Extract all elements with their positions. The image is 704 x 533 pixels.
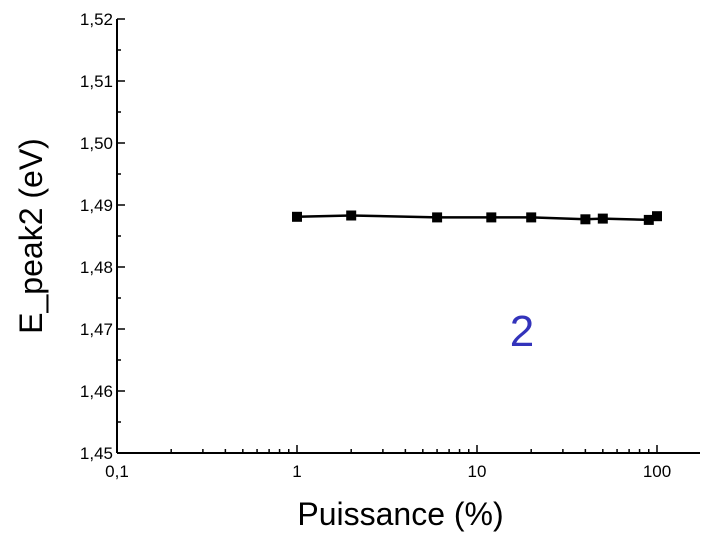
- data-point: [486, 212, 497, 223]
- data-point: [526, 212, 537, 223]
- y-axis-title: E_peak2 (eV): [13, 138, 49, 334]
- y-tick-label: 1,48: [80, 258, 113, 277]
- x-tick-label: 100: [643, 462, 671, 481]
- data-point: [432, 212, 443, 223]
- data-point: [652, 211, 662, 222]
- x-tick-label: 10: [468, 462, 487, 481]
- x-tick-label: 0,1: [105, 462, 129, 481]
- data-point: [643, 214, 654, 225]
- y-tick-label: 1,49: [80, 196, 113, 215]
- y-tick-label: 1,46: [80, 382, 113, 401]
- data-point: [346, 210, 357, 221]
- x-tick-label: 1: [292, 462, 301, 481]
- annotation-label: 2: [510, 307, 534, 356]
- x-axis-title: Puissance (%): [297, 496, 503, 532]
- data-point: [292, 211, 302, 222]
- y-tick-label: 1,52: [80, 10, 113, 29]
- data-point: [580, 214, 591, 225]
- data-point: [597, 213, 608, 224]
- y-tick-label: 1,50: [80, 134, 113, 153]
- y-tick-label: 1,47: [80, 320, 113, 339]
- y-tick-label: 1,45: [80, 444, 113, 463]
- y-tick-label: 1,51: [80, 72, 113, 91]
- axes: 1,45 1,46 1,47 1,48 1,49 1,50 1,51 1,52 0,1 1 10 10…: [80, 10, 700, 481]
- series-layer: [292, 210, 662, 225]
